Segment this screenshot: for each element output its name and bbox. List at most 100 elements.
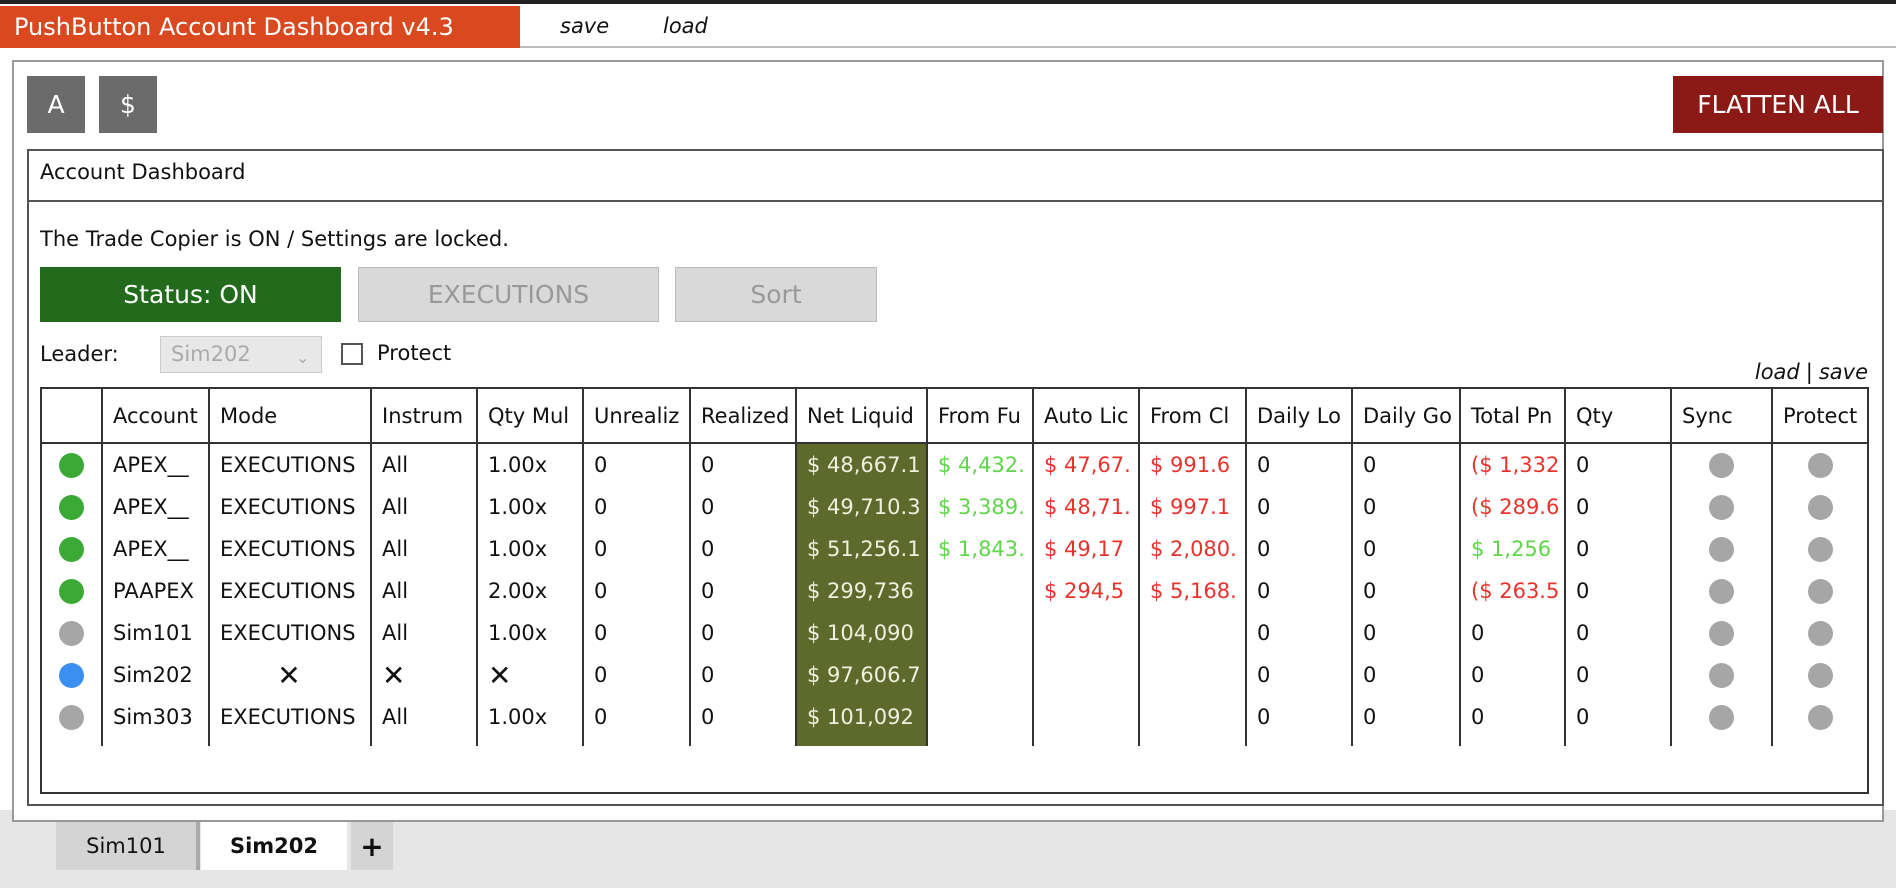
table-cell: 0 <box>1257 705 1271 729</box>
table-cell: 0 <box>594 579 608 603</box>
indicator <box>1808 495 1833 520</box>
table-cell: $ 3,389. <box>938 495 1025 519</box>
sort-button[interactable]: Sort <box>675 267 877 322</box>
table-cell: 0 <box>1257 537 1271 561</box>
column-rule <box>1459 389 1461 746</box>
table-cell: 0 <box>1576 705 1590 729</box>
table-cell: 0 <box>701 579 715 603</box>
table-cell: ✕ <box>488 658 512 692</box>
column-header: Realized <box>701 403 790 428</box>
tab[interactable]: Sim101 <box>56 822 200 870</box>
indicator <box>1708 579 1734 604</box>
table-cell: $ 51,256.1 <box>807 537 921 561</box>
table-cell: ✕ <box>277 658 301 692</box>
table-cell: 0 <box>1363 495 1377 519</box>
protect-checkbox[interactable] <box>341 343 363 365</box>
column-rule <box>582 389 584 746</box>
status-dot <box>59 453 84 478</box>
table-cell: 0 <box>1363 453 1377 477</box>
table-cell: 0 <box>701 453 715 477</box>
table-cell: $ 104,090 <box>807 621 914 645</box>
status-dot <box>59 495 84 520</box>
table-cell: $ 1,256 <box>1471 537 1552 561</box>
column-header: Sync <box>1682 403 1733 428</box>
table-cell: All <box>382 453 409 477</box>
toolbar-a[interactable]: A <box>27 76 85 133</box>
load-save-links: load | save <box>1755 360 1868 384</box>
table-cell: All <box>382 579 409 603</box>
save-link[interactable]: save <box>1818 360 1868 384</box>
status-button[interactable]: Status: ON <box>40 267 341 322</box>
column-header: Total Pn <box>1471 403 1553 428</box>
indicator <box>1808 705 1833 730</box>
table-cell: Sim101 <box>113 621 193 645</box>
table-cell: 0 <box>1576 537 1590 561</box>
separator: | <box>1805 360 1813 384</box>
table-cell: 0 <box>1471 663 1485 687</box>
table-cell: 0 <box>1257 621 1271 645</box>
tab-active[interactable]: Sim202 <box>201 822 347 870</box>
table-cell: 1.00x <box>488 495 548 519</box>
column-header: Instrum <box>382 403 464 428</box>
table-cell: $ 97,606.7 <box>807 663 921 687</box>
status-dot <box>59 621 84 646</box>
flatten-all[interactable]: FLATTEN ALL <box>1673 76 1883 133</box>
table-cell: 0 <box>1471 621 1485 645</box>
add-tab[interactable]: + <box>351 822 393 870</box>
table-cell: 1.00x <box>488 705 548 729</box>
menu-load[interactable]: load <box>663 14 708 38</box>
table-cell: All <box>382 495 409 519</box>
load-link[interactable]: load <box>1754 360 1800 384</box>
table-cell: $ 4,432. <box>938 453 1025 477</box>
table-cell: $ 49,710.3 <box>807 495 921 519</box>
leader-label: Leader: <box>40 342 119 366</box>
column-rule <box>1670 389 1672 746</box>
indicator <box>1708 663 1734 688</box>
dashboard-box <box>27 149 1884 806</box>
table-cell: EXECUTIONS <box>220 537 356 561</box>
net-liquid-bg <box>797 444 926 746</box>
table-cell: APEX__ <box>113 495 189 519</box>
outer-panel <box>12 60 1884 822</box>
column-rule <box>1245 389 1247 746</box>
table-cell: 0 <box>1471 705 1485 729</box>
leader-dropdown[interactable]: Sim202 <box>160 336 322 373</box>
table-cell: 0 <box>1363 579 1377 603</box>
table-cell: ✕ <box>382 658 406 692</box>
table-cell: 0 <box>1257 495 1271 519</box>
column-rule <box>1032 389 1034 746</box>
table-cell: 0 <box>1363 621 1377 645</box>
table-cell: 1.00x <box>488 453 548 477</box>
table-cell: All <box>382 621 409 645</box>
table-cell: 0 <box>1257 663 1271 687</box>
table-cell: 1.00x <box>488 621 548 645</box>
table-cell: 0 <box>1576 579 1590 603</box>
executions-button[interactable]: EXECUTIONS <box>358 267 659 322</box>
table-cell: 0 <box>1576 663 1590 687</box>
table-cell: 0 <box>594 663 608 687</box>
table-cell: 0 <box>1576 621 1590 645</box>
table-cell: $ 991.6 <box>1150 453 1231 477</box>
toolbar-dollar[interactable]: $ <box>99 76 157 133</box>
table-cell: 0 <box>701 621 715 645</box>
table-cell: 0 <box>1257 579 1271 603</box>
table-cell: ($ 1,332 <box>1471 453 1560 477</box>
accounts-table: Account Mode Instrum Qty Mul Unrealiz Realize… <box>40 387 1869 794</box>
table-cell: EXECUTIONS <box>220 495 356 519</box>
table-cell: $ 5,168. <box>1150 579 1237 603</box>
indicator <box>1708 453 1734 478</box>
title-rule <box>27 200 1884 202</box>
table-cell: Sim202 <box>113 663 193 687</box>
indicator <box>1708 537 1734 562</box>
table-cell: 0 <box>701 537 715 561</box>
menu-save[interactable]: save <box>560 14 610 38</box>
indicator <box>1808 663 1833 688</box>
table-cell: ($ 289.6 <box>1471 495 1560 519</box>
column-header: Daily Lo <box>1257 403 1341 428</box>
table-cell: $ 48,71. <box>1044 495 1131 519</box>
dropdown-arrow: ⌄ <box>296 348 310 367</box>
table-cell: EXECUTIONS <box>220 705 356 729</box>
column-rule <box>1138 389 1140 746</box>
indicator <box>1708 495 1734 520</box>
table-cell: 0 <box>594 495 608 519</box>
